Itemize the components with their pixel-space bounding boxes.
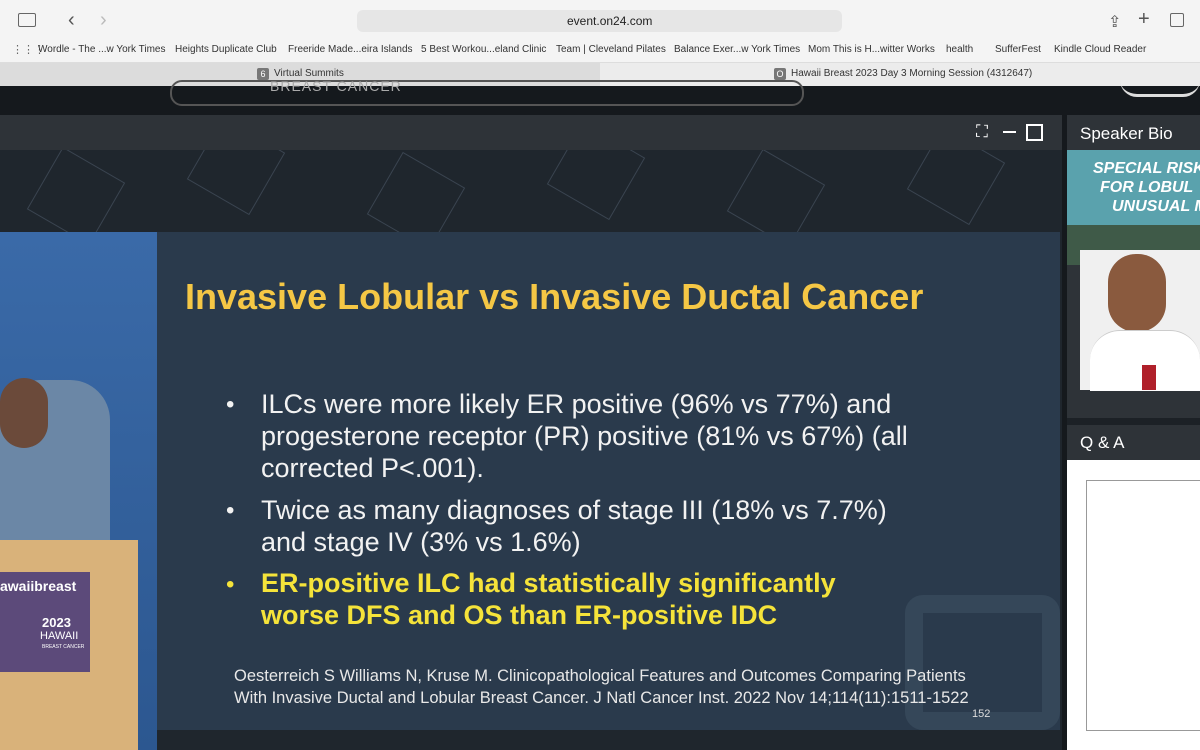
panel-header: Q & A: [1080, 433, 1125, 452]
podium-text: 2023: [42, 615, 71, 630]
citation: Oesterreich S Williams N, Kruse M. Clini…: [234, 667, 966, 685]
apps-icon[interactable]: ⋮⋮⋮: [12, 44, 45, 56]
bookmark[interactable]: Team | Cleveland Pilates: [556, 44, 666, 55]
podium-text: HAWAII: [40, 630, 79, 642]
sidebar-button[interactable]: [18, 13, 36, 27]
citation: With Invasive Ductal and Lobular Breast …: [234, 689, 969, 707]
bullet: •: [226, 497, 235, 524]
qa-header-bar: [1067, 425, 1200, 460]
slide-title: Invasive Lobular vs Invasive Ductal Canc…: [185, 276, 924, 317]
tab-icon: O: [774, 68, 786, 80]
bookmark[interactable]: Wordle - The ...w York Times: [38, 44, 166, 55]
bullet-text: Twice as many diagnoses of stage III (18…: [261, 495, 887, 525]
address-bar[interactable]: [357, 10, 842, 32]
bio-banner-text: FOR LOBUL: [1100, 179, 1194, 196]
bullet-text: corrected P<.001).: [261, 453, 484, 483]
tabs-overview-button[interactable]: [1170, 13, 1184, 27]
bookmark[interactable]: Kindle Cloud Reader: [1054, 44, 1147, 55]
video-header: [0, 115, 1062, 150]
bullet: •: [226, 391, 235, 418]
panel-header: Speaker Bio: [1080, 124, 1173, 143]
banner-text: BREAST CANCER: [270, 78, 402, 94]
speaker-head: [0, 378, 48, 448]
page-number: 152: [972, 708, 991, 720]
bio-banner-text: UNUSUAL M: [1112, 198, 1200, 215]
podium-sign: [0, 572, 90, 672]
back-button[interactable]: ‹: [68, 9, 75, 31]
bullet-text: worse DFS and OS than ER-positive IDC: [261, 600, 778, 630]
fullscreen-button[interactable]: ⛶: [976, 122, 988, 141]
podium-text: awaiibreast: [0, 578, 77, 594]
bio-banner-text: SPECIAL RISK: [1093, 160, 1200, 177]
photo-face: [1108, 254, 1166, 332]
new-tab-button[interactable]: +: [1138, 8, 1150, 30]
bookmark[interactable]: Heights Duplicate Club: [175, 44, 277, 55]
bookmark[interactable]: Freeride Made...eira Islands: [288, 44, 413, 55]
banner: [0, 86, 1200, 115]
share-button[interactable]: ⇪: [1108, 14, 1122, 31]
bookmark[interactable]: SufferFest: [995, 44, 1041, 55]
logo-fragment: [1120, 80, 1200, 97]
maximize-button[interactable]: [1026, 124, 1043, 141]
tab-title: Virtual Summits: [274, 68, 344, 79]
bullet-text: and stage IV (3% vs 1.6%): [261, 527, 581, 557]
photo-tie: [1142, 365, 1156, 390]
tab-title: Hawaii Breast 2023 Day 3 Morning Session…: [791, 68, 1033, 79]
forward-button[interactable]: ›: [100, 9, 107, 31]
tab-icon: 6: [257, 68, 269, 80]
url: event.on24.com: [567, 14, 653, 28]
bookmarks-bar: [0, 40, 1200, 63]
bullet-text: ILCs were more likely ER positive (96% v…: [261, 389, 892, 419]
bookmark[interactable]: Balance Exer...w York Times: [674, 44, 801, 55]
banner-frame: [170, 80, 804, 106]
bookmark[interactable]: Mom This is H...witter Works: [808, 44, 935, 55]
minimize-button[interactable]: [1003, 131, 1016, 133]
bookmark[interactable]: 5 Best Workou...eland Clinic: [421, 44, 547, 55]
slide-watermark: [905, 595, 1060, 730]
divider: [1062, 115, 1067, 750]
bullet-text: ER-positive ILC had statistically signif…: [261, 568, 836, 598]
bullet: •: [226, 571, 235, 598]
qa-panel: [1067, 460, 1200, 750]
bio-banner: [1067, 150, 1200, 225]
bullet-text: progesterone receptor (PR) positive (81%…: [261, 421, 908, 451]
bookmark[interactable]: health: [946, 44, 974, 55]
podium-text: BREAST CANCER: [42, 644, 85, 650]
qa-input[interactable]: [1086, 480, 1200, 731]
